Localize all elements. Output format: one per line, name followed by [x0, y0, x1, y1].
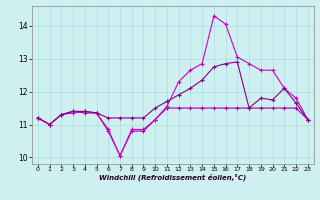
X-axis label: Windchill (Refroidissement éolien,°C): Windchill (Refroidissement éolien,°C)	[99, 174, 246, 181]
